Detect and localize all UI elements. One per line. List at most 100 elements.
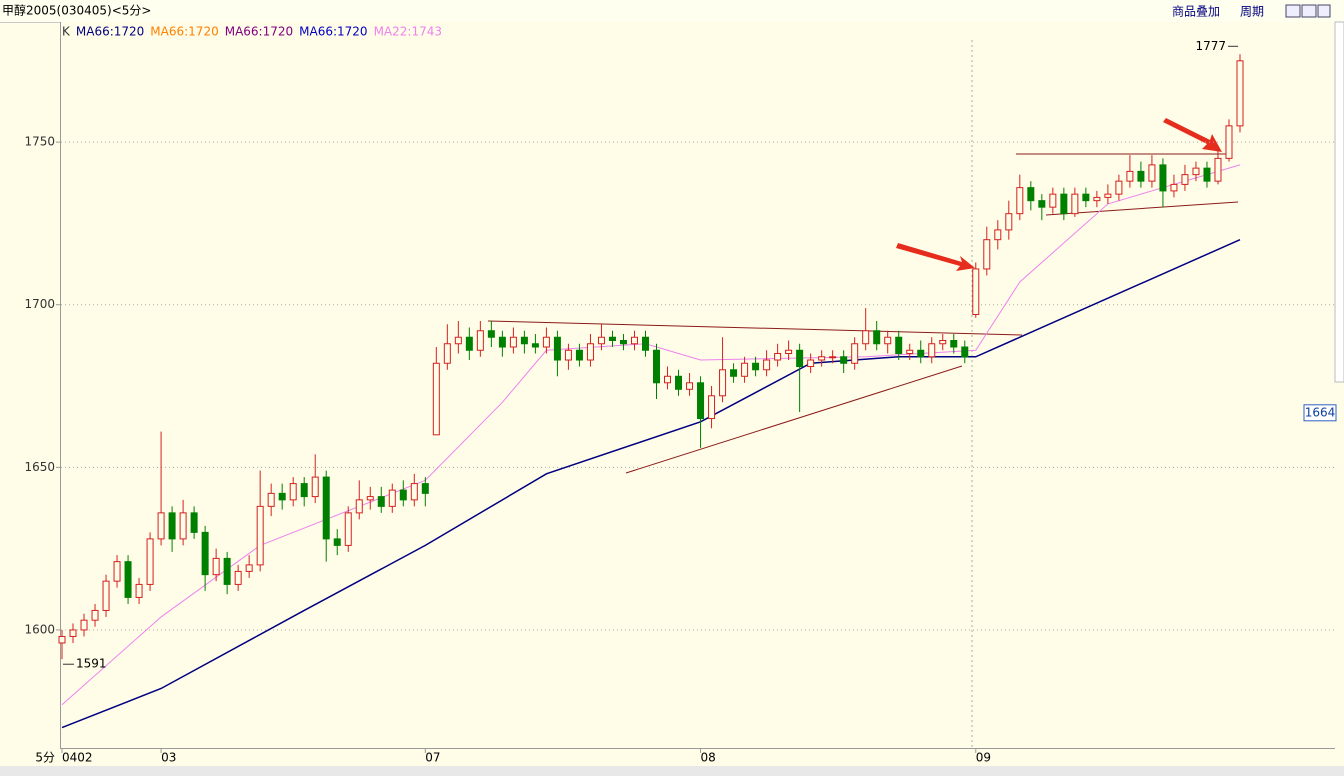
trend-line xyxy=(487,320,1023,336)
candle-body xyxy=(1126,170,1134,182)
candle-body xyxy=(1192,167,1200,176)
side-panel xyxy=(1334,21,1344,383)
candle-body xyxy=(1236,60,1244,127)
candle-body xyxy=(157,512,165,540)
candle-body xyxy=(333,538,341,546)
candle-body xyxy=(476,330,484,351)
candle-body xyxy=(102,580,110,611)
candle-body xyxy=(1104,193,1112,198)
scrollbar[interactable] xyxy=(0,766,1344,776)
candle-body xyxy=(1181,174,1189,185)
candle-body xyxy=(91,609,99,621)
candle-body xyxy=(201,531,209,576)
nav-button[interactable] xyxy=(1301,4,1317,18)
candle-body xyxy=(950,340,958,348)
candle-body xyxy=(664,375,672,384)
candle-body xyxy=(487,330,495,338)
candle-body xyxy=(1016,187,1024,215)
candle-body xyxy=(1148,164,1156,182)
candle-body xyxy=(1071,193,1079,215)
candle-body xyxy=(983,239,991,270)
candle-body xyxy=(146,538,154,585)
candle-body xyxy=(961,346,969,358)
candle-body xyxy=(1093,196,1101,202)
candle-body xyxy=(851,343,859,364)
candle-body xyxy=(1159,164,1167,192)
x-tick-label: 09 xyxy=(976,751,991,765)
legend-entry: MA66:1720 xyxy=(299,25,367,39)
window-title: 甲醇2005(030405)<5分> xyxy=(2,3,151,18)
candle-body xyxy=(1115,180,1123,195)
overlay-button[interactable]: 商品叠加 xyxy=(1172,4,1220,19)
candle-body xyxy=(498,336,506,348)
candle-body xyxy=(509,336,517,348)
candle-body xyxy=(1060,193,1068,215)
y-tick-label: 1600 xyxy=(24,622,55,636)
y-tick-label: 1700 xyxy=(24,297,55,311)
x-tick-label: 03 xyxy=(161,751,176,765)
nav-button[interactable] xyxy=(1285,4,1301,18)
trend-lines xyxy=(487,153,1239,474)
candle-body xyxy=(135,583,143,598)
candle-body xyxy=(884,336,892,345)
candle-body xyxy=(1005,213,1013,231)
candle-body xyxy=(774,353,782,361)
candle-body xyxy=(564,349,572,361)
candle-body xyxy=(300,483,308,498)
candle-body xyxy=(421,483,429,494)
candle-body xyxy=(575,349,583,361)
legend-entry: MA66:1720 xyxy=(76,25,144,39)
legend-entry: MA66:1720 xyxy=(225,25,293,39)
candle-body xyxy=(1225,125,1233,159)
candle-body xyxy=(807,359,815,368)
candle-body xyxy=(586,343,594,361)
candle-body xyxy=(553,336,561,361)
candle-body xyxy=(873,330,881,345)
x-tick-label: 08 xyxy=(701,751,716,765)
period-button[interactable]: 周期 xyxy=(1240,5,1264,19)
candle-body xyxy=(675,375,683,390)
candle-body xyxy=(69,629,77,637)
candle-body xyxy=(454,336,462,345)
candle-body xyxy=(763,359,771,371)
nav-button[interactable] xyxy=(1317,4,1331,18)
legend-entry: K xyxy=(62,25,71,39)
candle-body xyxy=(443,343,451,364)
candle-body xyxy=(641,336,649,351)
candle-body xyxy=(597,336,605,345)
legend-entry: MA22:1743 xyxy=(374,25,442,39)
candle-body xyxy=(752,362,760,371)
candle-body xyxy=(708,395,716,420)
cursor-price: 1664 xyxy=(1305,405,1336,419)
candle-body xyxy=(1214,157,1222,182)
legend-entry: MA66:1720 xyxy=(150,25,218,39)
candle-body xyxy=(686,382,694,390)
candle-body xyxy=(58,635,66,644)
candle-body xyxy=(1137,170,1145,182)
candle-body xyxy=(630,336,638,345)
candle-body xyxy=(245,564,253,572)
candle-body xyxy=(267,492,275,507)
trend-line xyxy=(625,365,963,474)
candle-body xyxy=(289,483,297,501)
y-tick-label: 1650 xyxy=(24,460,55,474)
candle-body xyxy=(80,619,88,631)
candle-body xyxy=(1049,193,1057,208)
max-label: 1777 xyxy=(1195,39,1226,53)
candle-body xyxy=(730,369,738,377)
candle-body xyxy=(322,476,330,540)
arrow xyxy=(1163,118,1222,152)
x-axis-label: 5分 xyxy=(35,751,55,765)
candle-body xyxy=(917,349,925,358)
candle-body xyxy=(168,512,176,540)
candle-body xyxy=(796,349,804,368)
min-label: 1591 xyxy=(76,657,107,671)
y-tick-label: 1750 xyxy=(24,135,55,149)
candle-body xyxy=(256,505,264,566)
candle-body xyxy=(619,340,627,345)
candle-body xyxy=(829,356,837,359)
candle-body xyxy=(542,336,550,348)
candle-body xyxy=(939,340,947,345)
